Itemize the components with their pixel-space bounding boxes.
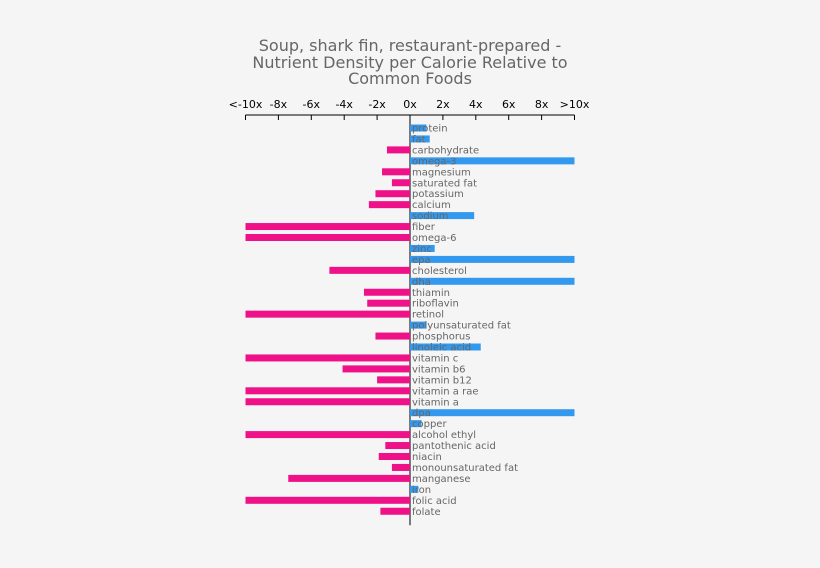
bar-cholesterol	[329, 266, 410, 274]
category-label: thiamin	[412, 288, 450, 299]
category-label: calcium	[412, 200, 451, 211]
x-tick-label: -2x	[368, 98, 386, 111]
category-label: niacin	[412, 452, 442, 463]
bar-omega-6	[245, 234, 410, 241]
bar-thiamin	[363, 288, 410, 296]
category-label: monounsaturated fat	[412, 463, 518, 474]
category-label: vitamin b6	[412, 364, 466, 375]
category-label: folic acid	[412, 496, 457, 507]
bar-saturated-fat	[391, 179, 410, 187]
category-label: polyunsaturated fat	[412, 321, 511, 332]
category-label: iron	[412, 485, 431, 496]
bar-phosphorus	[375, 332, 410, 340]
category-labels: proteinfatcarbohydrateomega-3magnesiumsa…	[412, 124, 518, 518]
category-label: alcohol ethyl	[412, 430, 476, 441]
category-label: phosphorus	[412, 332, 470, 343]
category-label: saturated fat	[412, 178, 477, 189]
chart-title: Soup, shark fin, restaurant-prepared - N…	[252, 36, 568, 88]
category-label: omega-3	[412, 156, 456, 167]
category-label: protein	[412, 124, 448, 135]
bars	[245, 124, 575, 515]
bar-niacin	[378, 453, 410, 460]
category-label: manganese	[412, 474, 471, 485]
x-tick-label: >10x	[560, 98, 590, 111]
category-label: omega-6	[412, 233, 456, 244]
bar-vitamin-a	[245, 398, 410, 406]
category-label: folate	[412, 507, 441, 518]
bar-epa	[410, 255, 575, 263]
category-label: pantothenic acid	[412, 441, 496, 452]
category-label: vitamin a rae	[412, 386, 478, 397]
category-label: cholesterol	[412, 266, 467, 277]
x-axis: <-10x -8x -6x -4x -2x 0x 2x 4x 6x 8x >10x	[229, 98, 590, 526]
category-label: fat	[412, 134, 426, 145]
bar-retinol	[245, 310, 410, 318]
x-tick-label: -8x	[270, 98, 288, 111]
bar-iron	[410, 485, 419, 493]
category-label: zinc	[412, 244, 432, 255]
x-tick-label: -4x	[335, 98, 353, 111]
x-tick-label: 2x	[436, 98, 450, 111]
bar-calcium	[368, 201, 410, 209]
bar-sodium	[410, 212, 475, 220]
category-label: carbohydrate	[412, 145, 479, 156]
bar-polyunsaturated-fat	[410, 321, 427, 329]
bar-dha	[410, 277, 575, 285]
bar-fiber	[245, 223, 410, 231]
bar-magnesium	[382, 168, 410, 176]
bar-monounsaturated-fat	[391, 463, 410, 471]
bar-potassium	[375, 190, 410, 198]
bar-manganese	[288, 474, 410, 482]
bar-zinc	[410, 244, 435, 252]
bar-vitamin-b6	[342, 365, 410, 373]
category-label: potassium	[412, 189, 464, 200]
category-label: fiber	[412, 222, 436, 233]
category-label: dha	[412, 277, 431, 288]
category-label: riboflavin	[412, 299, 459, 310]
x-tick-label: <-10x	[229, 98, 263, 111]
bar-dpa	[410, 409, 575, 417]
bar-pantothenic-acid	[385, 442, 410, 450]
bar-riboflavin	[367, 299, 410, 307]
category-label: vitamin b12	[412, 375, 472, 386]
category-label: sodium	[412, 211, 449, 222]
category-label: copper	[412, 419, 447, 430]
category-label: dpa	[412, 408, 431, 419]
bar-copper	[410, 420, 422, 428]
bar-alcohol-ethyl	[245, 431, 410, 439]
bar-fat	[410, 135, 430, 143]
bar-carbohydrate	[386, 146, 410, 154]
bar-vitamin-b12	[377, 376, 410, 384]
bar-folic-acid	[245, 496, 410, 504]
category-label: linoleic acid	[412, 343, 471, 354]
x-tick-label: 6x	[502, 98, 516, 111]
bar-vitamin-c	[245, 354, 410, 362]
x-tick-label: 0x	[403, 98, 417, 111]
category-label: retinol	[412, 310, 444, 321]
category-label: epa	[412, 255, 431, 266]
x-tick-label: 8x	[535, 98, 549, 111]
category-label: magnesium	[412, 167, 471, 178]
bar-vitamin-a-rae	[245, 387, 410, 395]
x-tick-label: 4x	[469, 98, 483, 111]
bar-omega-3	[410, 157, 575, 165]
x-tick-label: -6x	[303, 98, 321, 111]
bar-protein	[410, 124, 427, 132]
bar-linoleic-acid	[410, 343, 481, 351]
bar-folate	[380, 507, 410, 515]
category-label: vitamin c	[412, 353, 458, 364]
category-label: vitamin a	[412, 397, 459, 408]
